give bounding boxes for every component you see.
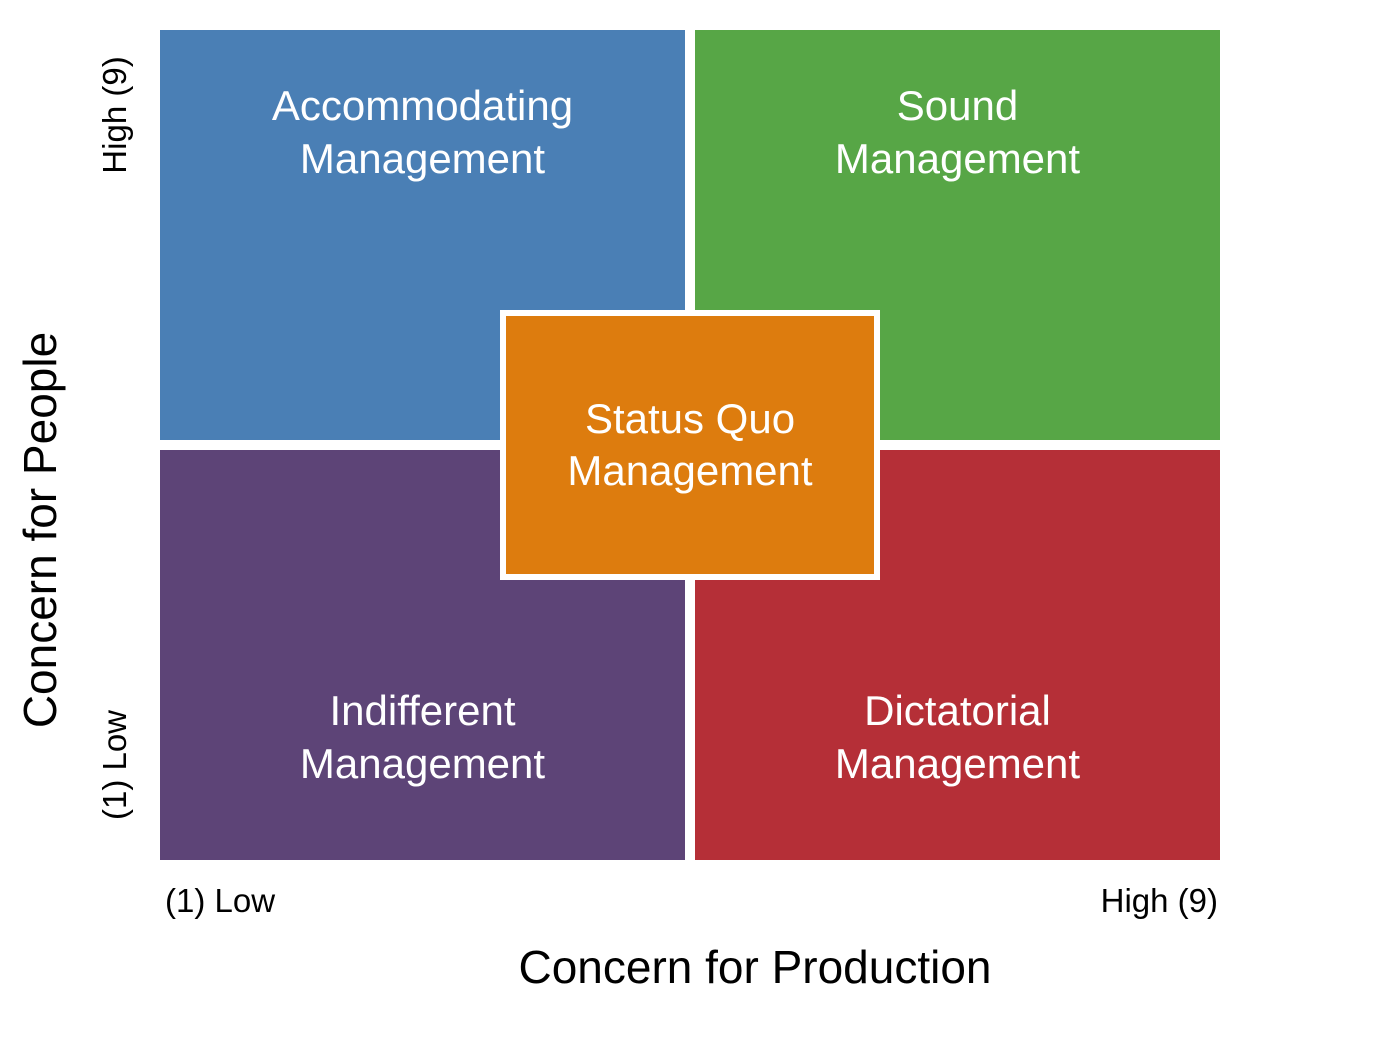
quadrant-label: SoundManagement — [835, 80, 1080, 185]
quadrant-label: IndifferentManagement — [300, 685, 545, 790]
quadrant-label: DictatorialManagement — [835, 685, 1080, 790]
x-axis-high-tick: High (9) — [1101, 882, 1218, 920]
quadrant-grid: AccommodatingManagement SoundManagement … — [160, 30, 1220, 860]
y-axis-high-tick: High (9) — [96, 56, 134, 173]
x-axis-label: Concern for Production — [518, 940, 991, 994]
quadrant-label: Status QuoManagement — [567, 393, 812, 498]
quadrant-status-quo: Status QuoManagement — [500, 310, 880, 580]
y-axis-label: Concern for People — [13, 332, 67, 728]
managerial-grid-diagram: Concern for People High (9) (1) Low Acco… — [50, 30, 1350, 1030]
x-axis-low-tick: (1) Low — [165, 882, 275, 920]
quadrant-label: AccommodatingManagement — [272, 80, 573, 185]
y-axis-low-tick: (1) Low — [96, 710, 134, 820]
